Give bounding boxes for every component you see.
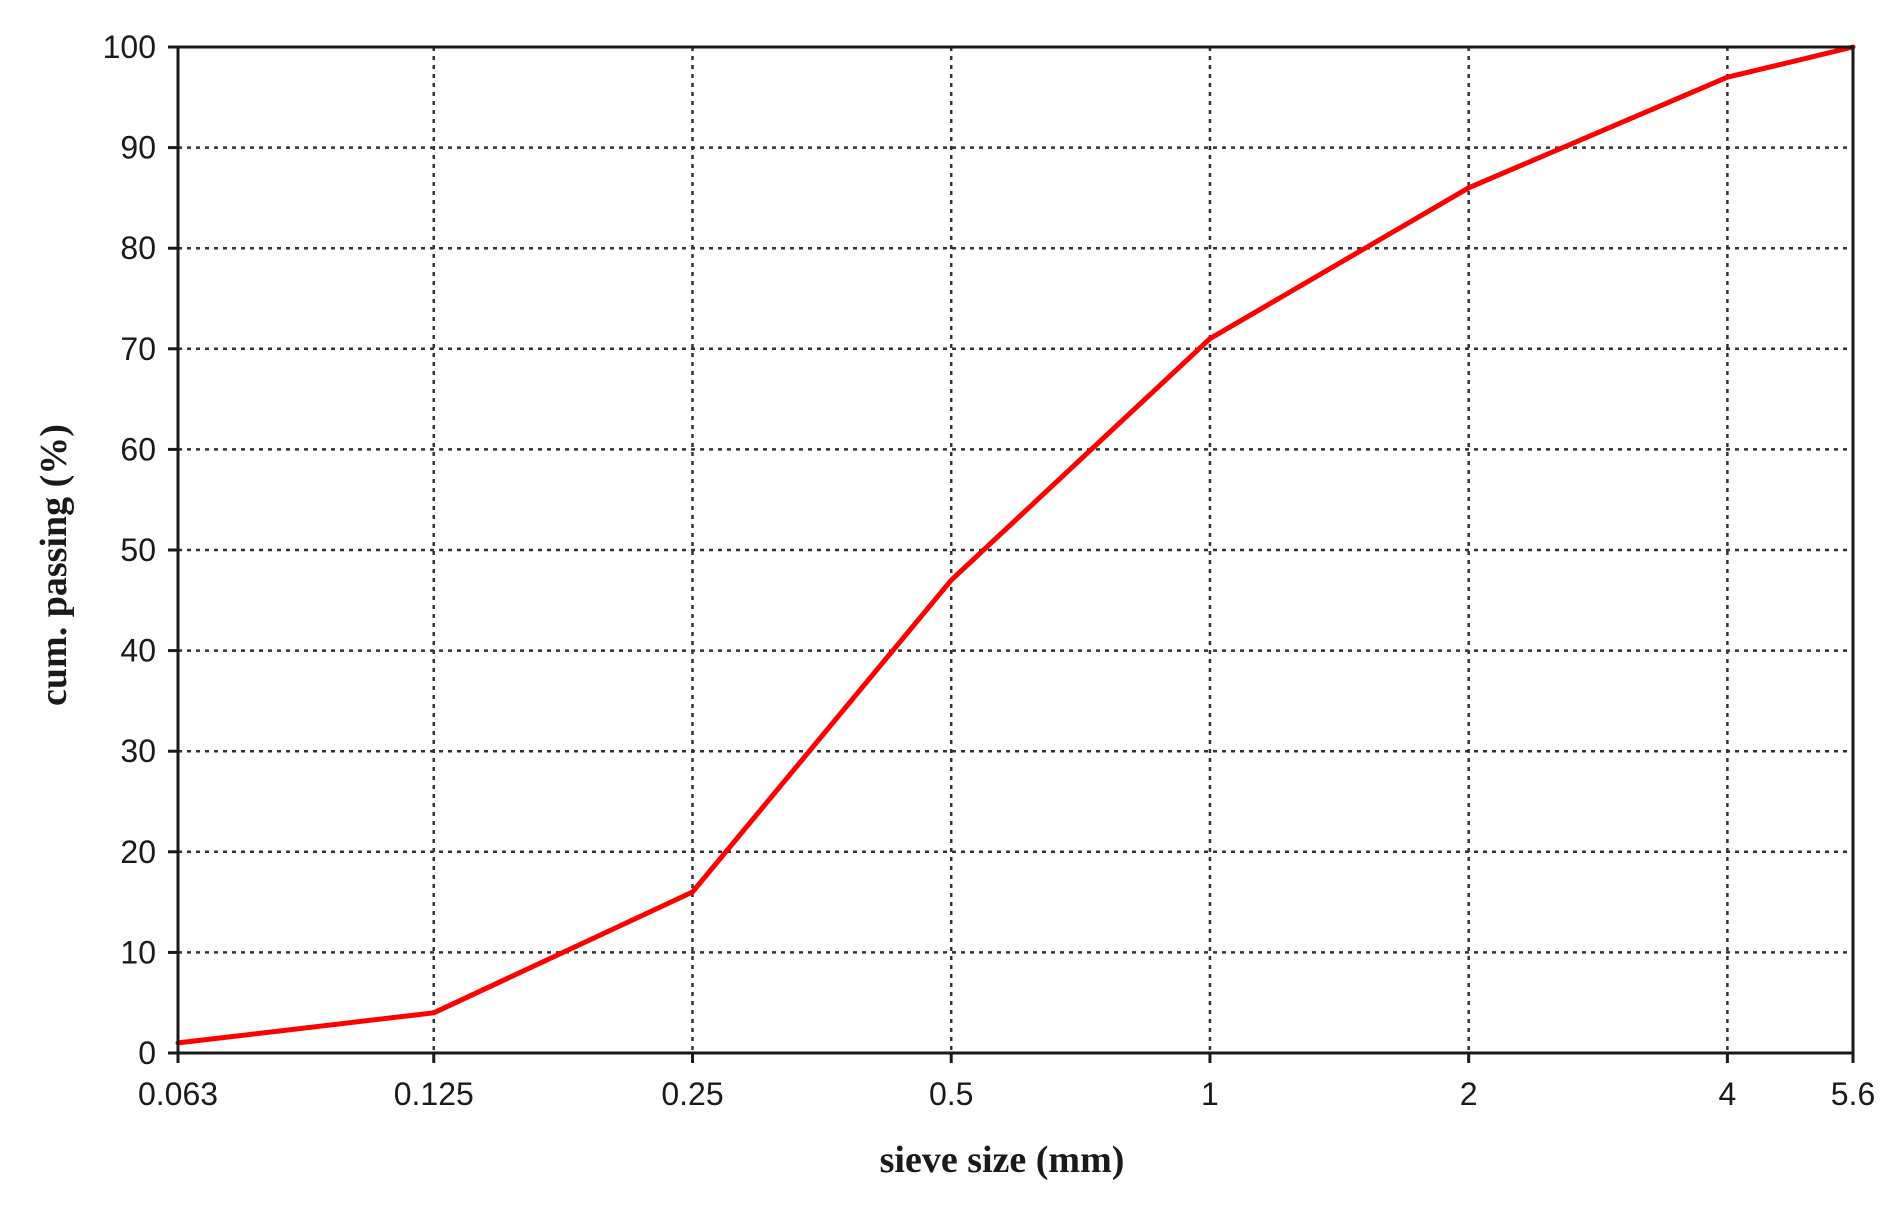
grid-layer [178,47,1853,1053]
series-line [175,44,1856,1046]
y-tick-label: 40 [120,633,156,669]
x-tick-label: 4 [1719,1076,1737,1112]
x-tick-label: 0.25 [661,1076,723,1112]
x-tick-label: 1 [1201,1076,1219,1112]
y-tick-label: 10 [120,934,156,970]
y-tick-label: 100 [103,29,156,65]
y-axis-title: cum. passing (%) [33,424,75,706]
y-tick-label: 50 [120,532,156,568]
x-tick-label: 0.063 [138,1076,218,1112]
x-tick-label: 0.5 [929,1076,973,1112]
label-layer: 0 10 20 30 40 50 60 70 80 90 100 0.063 0.125 0.25 0.5 1… [103,29,1876,1112]
y-tick-label: 80 [120,230,156,266]
y-tick-label: 90 [120,130,156,166]
x-tick-label: 2 [1460,1076,1478,1112]
x-axis-title: sieve size (mm) [880,1139,1125,1181]
y-tick-label: 30 [120,733,156,769]
y-tick-label: 0 [138,1035,156,1071]
series-layer [175,44,1856,1046]
y-tick-label: 20 [120,834,156,870]
tick-layer [168,45,1855,1063]
y-tick-label: 60 [120,431,156,467]
y-tick-label: 70 [120,331,156,367]
x-tick-label: 5.6 [1831,1076,1875,1112]
x-tick-label: 0.125 [394,1076,474,1112]
